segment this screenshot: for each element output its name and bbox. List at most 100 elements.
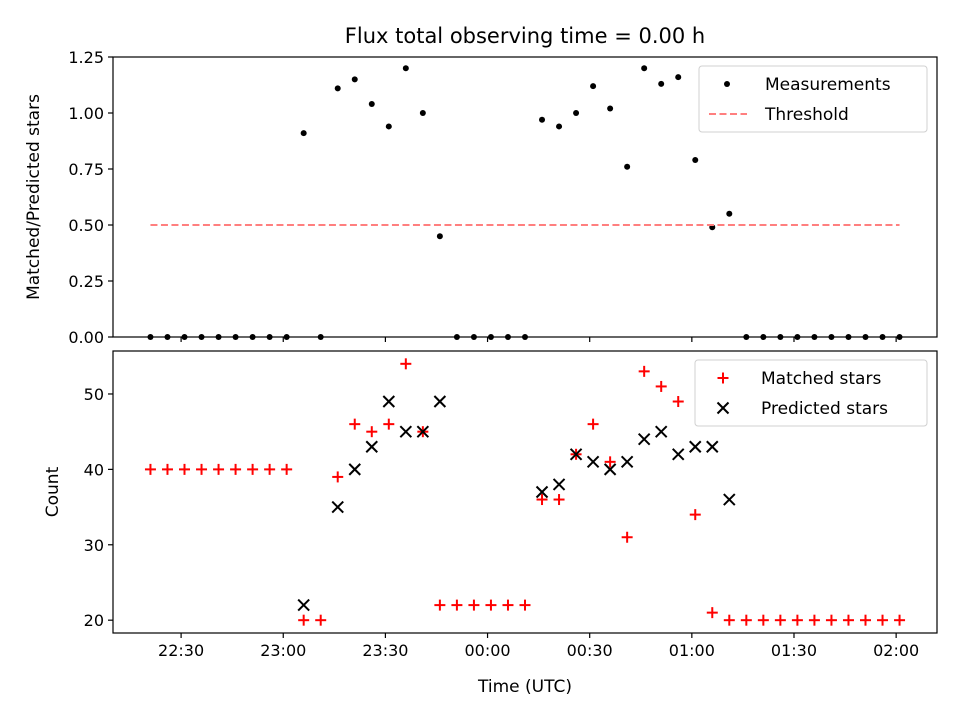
predicted-star-point	[569, 448, 583, 461]
y-tick-label: 0.25	[68, 272, 104, 291]
y-tick-label: 0.75	[68, 160, 104, 179]
matched-star-point	[604, 456, 616, 468]
chart-title: Flux total observing time = 0.00 h	[345, 24, 705, 48]
predicted-star-point-stroke	[552, 478, 566, 491]
predicted-star-point	[620, 455, 634, 469]
top-y-axis-label: Matched/Predicted stars	[24, 94, 44, 300]
matched-star-point	[434, 599, 446, 611]
top-y-axis: 0.00 0.25 0.50 0.75 1.00 1.25	[68, 48, 113, 347]
measurement-point	[300, 130, 307, 137]
legend-matched-swatch	[717, 372, 729, 384]
matched-star-point	[825, 614, 837, 626]
measurement-point	[487, 334, 494, 340]
predicted-star-point-stroke	[382, 395, 396, 408]
measurement-point	[658, 80, 665, 87]
x-tick-label: 01:00	[669, 641, 715, 660]
matched-star-point	[332, 471, 344, 483]
y-tick-label: 40	[84, 460, 104, 479]
predicted-star-point-stroke	[620, 455, 634, 469]
matched-star-point	[638, 365, 650, 377]
measurement-point	[641, 65, 648, 72]
measurement-point	[845, 334, 852, 340]
measurement-point	[675, 74, 682, 81]
bottom-panel	[112, 350, 938, 634]
matched-star-point	[298, 614, 310, 626]
y-tick-label: 1.25	[68, 48, 104, 67]
measurement-point	[232, 334, 239, 340]
measurement-point	[419, 110, 426, 116]
matched-star-point	[689, 509, 701, 521]
measurement-point	[777, 334, 784, 340]
predicted-star-point	[689, 440, 702, 453]
predicted-star-point	[433, 395, 447, 408]
predicted-star-point	[552, 478, 566, 491]
predicted-star-point	[416, 425, 430, 438]
predicted-star-point	[331, 500, 344, 514]
matched-star-point	[859, 614, 871, 626]
predicted-star-point	[586, 455, 600, 469]
predicted-star-point	[535, 485, 549, 499]
matched-star-point	[247, 463, 259, 475]
bottom-plot-area	[144, 358, 906, 626]
matched-star-point	[621, 531, 633, 543]
measurement-point	[436, 233, 443, 240]
measurement-point	[147, 334, 154, 340]
matched-star-point	[672, 396, 684, 408]
matched-star-point	[468, 599, 480, 611]
matched-star-point	[315, 614, 327, 626]
matched-star-point	[723, 614, 735, 626]
matched-star-point	[383, 418, 395, 430]
measurement-point	[453, 334, 460, 340]
predicted-star-point-stroke	[416, 425, 430, 438]
predicted-star-point-stroke	[723, 493, 736, 506]
predicted-star-point-stroke	[348, 463, 361, 476]
legend-box	[694, 359, 928, 427]
top-x-axis	[180, 337, 897, 342]
matched-star-point	[842, 614, 854, 626]
measurement-point	[624, 163, 631, 170]
bottom-legend: Matched stars Predicted stars	[694, 359, 928, 427]
measurement-point	[215, 334, 222, 340]
measurement-point	[556, 123, 563, 130]
predicted-star-point	[348, 463, 361, 476]
matched-star-point	[349, 418, 361, 430]
matched-star-point	[196, 463, 208, 475]
matched-star-point	[706, 607, 718, 619]
x-tick-label: 23:30	[362, 641, 408, 660]
matched-star-point	[366, 426, 378, 438]
measurement-point	[692, 157, 699, 164]
measurement-point	[164, 334, 171, 340]
measurement-point	[539, 116, 546, 123]
matched-star-point	[264, 463, 276, 475]
measurement-point	[607, 105, 614, 112]
matched-star-point	[757, 614, 769, 626]
measurement-point	[334, 85, 341, 92]
predicted-star-point-stroke	[654, 425, 668, 438]
matched-star-point	[230, 463, 242, 475]
matched-star-point	[502, 599, 514, 611]
predicted-star-point-stroke	[297, 598, 310, 612]
matched-star-point	[144, 463, 156, 475]
measurement-point	[811, 334, 818, 340]
measurement-point	[879, 334, 886, 340]
predicted-star-point-stroke	[706, 440, 719, 453]
predicted-star-point	[672, 448, 685, 461]
measurement-point	[317, 334, 324, 340]
measurement-point	[862, 334, 869, 340]
legend-entry-label: Predicted stars	[761, 399, 888, 419]
measurement-point	[504, 334, 511, 340]
legend-measurement-swatch	[724, 81, 730, 87]
measurement-point	[368, 101, 375, 108]
measurement-point	[760, 334, 767, 340]
predicted-star-point-stroke	[535, 485, 549, 499]
matched-star-point	[400, 358, 412, 370]
measurement-point	[743, 334, 750, 340]
legend-entry-label: Measurements	[765, 75, 891, 95]
x-tick-label: 02:00	[873, 641, 919, 660]
top-legend: Measurements Threshold	[698, 65, 928, 133]
matched-star-point	[519, 599, 531, 611]
measurement-point	[351, 76, 358, 83]
matched-star-point	[587, 418, 599, 430]
predicted-star-point	[654, 425, 668, 438]
